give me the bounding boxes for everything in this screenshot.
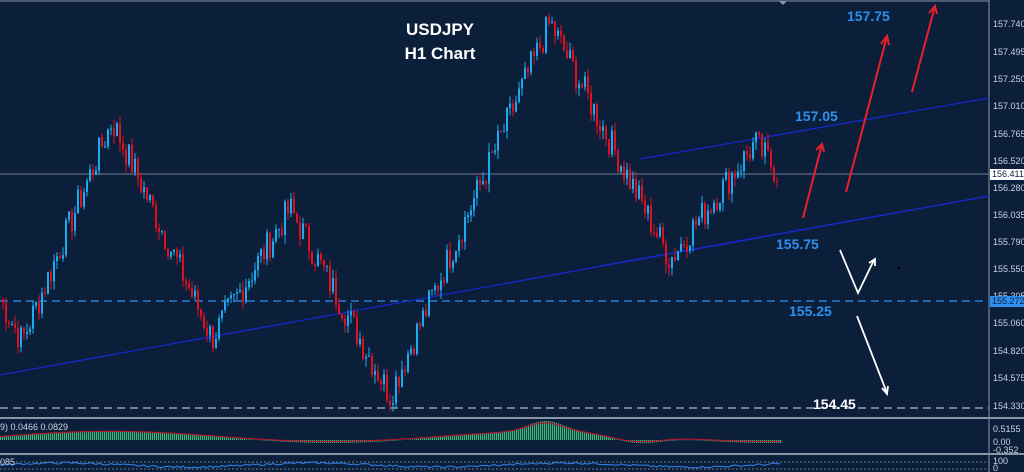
axis-tick: 157.010 [993, 101, 1024, 111]
bullish-arrows [802, 3, 938, 219]
axis-tick: 154.575 [993, 373, 1024, 383]
axis-tick: 154.330 [993, 401, 1024, 411]
scenario-arrows [839, 249, 889, 397]
axis-tick: 156.765 [993, 129, 1024, 139]
axis-tick: 156.280 [993, 183, 1024, 193]
axis-tick: 155.550 [993, 264, 1024, 274]
axis-tick: 157.740 [993, 19, 1024, 29]
axis-tick: 157.495 [993, 47, 1024, 57]
level-price-tag: 155.272 [990, 296, 1024, 307]
oscillator-label: 085 [0, 457, 16, 467]
resistance-label-157-05: 157.05 [795, 108, 838, 124]
macd-tick: 0.5155 [993, 424, 1021, 434]
chart-title: USDJPY H1 Chart [370, 18, 510, 66]
macd-tick: 0.00 [993, 437, 1011, 447]
symbol-title: USDJPY [405, 20, 475, 39]
macd-tick: -0.352 [993, 445, 1019, 455]
macd-label: 9) 0.0466 0.0829 [0, 422, 69, 432]
support-label-155-75: 155.75 [776, 236, 819, 252]
axis-tick: 156.035 [993, 210, 1024, 220]
scroll-marker-icon [779, 1, 787, 5]
oscillator-tick: 100 [993, 456, 1009, 466]
support-label-154-45: 154.45 [813, 396, 856, 412]
support-label-155-25: 155.25 [789, 303, 832, 319]
current-price-tag: 156.411 [990, 169, 1024, 180]
oscillator-tick: 0 [993, 463, 999, 472]
target-label-157-75: 157.75 [847, 8, 890, 24]
axis-tick: 154.820 [993, 346, 1024, 356]
axis-tick: 157.250 [993, 74, 1024, 84]
axis-tick: 156.520 [993, 156, 1024, 166]
axis-tick: 155.790 [993, 237, 1024, 247]
axis-tick: 155.060 [993, 318, 1024, 328]
timeframe-title: H1 Chart [404, 44, 476, 63]
